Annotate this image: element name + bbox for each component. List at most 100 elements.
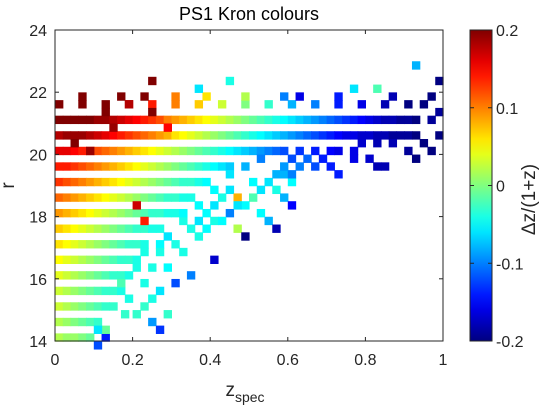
y-tick-label: 18: [29, 210, 47, 227]
heatmap-cell: [70, 240, 79, 249]
heatmap-cell: [78, 115, 87, 125]
heatmap-cell: [117, 208, 126, 218]
heatmap-cell: [148, 317, 157, 327]
heatmap-cell: [357, 139, 366, 148]
heatmap-cell: [326, 131, 335, 140]
heatmap-cell: [365, 115, 374, 125]
heatmap-cell: [132, 224, 141, 233]
heatmap-cell: [124, 115, 134, 125]
heatmap-cell: [101, 193, 110, 202]
heatmap-cell: [62, 146, 72, 156]
heatmap-cell: [101, 100, 110, 109]
heatmap-cell: [186, 115, 196, 125]
heatmap-cell: [404, 100, 413, 109]
heatmap-cell: [249, 131, 258, 140]
heatmap-cell: [171, 92, 180, 101]
heatmap-cell: [101, 177, 110, 187]
heatmap-cell: [225, 76, 235, 86]
heatmap-cell: [140, 216, 149, 226]
heatmap-cell: [163, 146, 172, 156]
heatmap-cell: [311, 146, 320, 156]
heatmap-cell: [264, 177, 273, 187]
heatmap-cell: [155, 224, 165, 233]
colorbar-label: Δz/(1+z): [519, 164, 540, 235]
heatmap-cell: [210, 201, 219, 210]
heatmap-cell: [256, 208, 266, 218]
heatmap-cell: [194, 201, 204, 210]
heatmap-cell: [70, 162, 79, 171]
heatmap-cell: [171, 146, 180, 156]
heatmap-cell: [140, 302, 149, 311]
heatmap-cell: [155, 325, 165, 334]
heatmap-cell: [217, 216, 227, 226]
heatmap-cell: [93, 286, 103, 296]
heatmap-cell: [202, 162, 211, 171]
heatmap-cell: [78, 177, 87, 187]
heatmap-cell: [179, 208, 188, 218]
heatmap-cell: [148, 76, 157, 86]
heatmap-cell: [117, 162, 126, 171]
heatmap-cell: [179, 115, 188, 125]
heatmap-cell: [349, 115, 359, 125]
heatmap-cell: [140, 146, 149, 156]
heatmap-cell: [124, 240, 134, 249]
heatmap-cell: [435, 76, 444, 86]
heatmap-cell: [140, 131, 149, 140]
heatmap-cell: [117, 286, 126, 296]
heatmap-cell: [140, 193, 149, 202]
heatmap-cell: [163, 123, 172, 132]
heatmap-cell: [101, 107, 110, 117]
heatmap-cells: [55, 61, 444, 350]
heatmap-cell: [388, 115, 398, 125]
heatmap-cell: [78, 92, 87, 101]
heatmap-cell: [295, 115, 304, 125]
heatmap-cell: [163, 115, 172, 125]
heatmap-cell: [86, 317, 95, 327]
heatmap-cell: [349, 146, 359, 156]
heatmap-cell: [163, 193, 172, 202]
heatmap-cell: [171, 278, 180, 288]
heatmap-cell: [70, 146, 79, 156]
heatmap-cell: [155, 286, 165, 296]
heatmap-cell: [140, 92, 149, 101]
heatmap-cell: [349, 131, 359, 140]
heatmap-cell: [148, 131, 157, 140]
heatmap-cell: [210, 185, 219, 195]
heatmap-cell: [62, 208, 72, 218]
heatmap-cell: [155, 131, 165, 140]
heatmap-cell: [70, 193, 79, 202]
heatmap-cell: [109, 255, 118, 264]
heatmap-cell: [171, 100, 180, 109]
heatmap-cell: [264, 216, 273, 226]
heatmap-cell: [380, 131, 390, 140]
heatmap-cell: [124, 100, 134, 109]
heatmap-cell: [186, 224, 196, 233]
heatmap-cell: [140, 247, 149, 257]
heatmap-cell: [171, 131, 180, 140]
heatmap-cell: [124, 208, 134, 218]
heatmap-cell: [241, 131, 250, 140]
heatmap-cell: [155, 162, 165, 171]
heatmap-cell: [78, 317, 87, 327]
heatmap-cell: [210, 115, 219, 125]
heatmap-cell: [357, 131, 366, 140]
heatmap-cell: [186, 271, 196, 280]
heatmap-cell: [109, 131, 118, 140]
heatmap-cell: [155, 247, 165, 257]
heatmap-cell: [334, 115, 343, 125]
heatmap-cell: [179, 162, 188, 171]
heatmap-cell: [101, 302, 110, 311]
heatmap-cell: [93, 271, 103, 280]
heatmap-cell: [225, 146, 235, 156]
heatmap-cell: [62, 302, 72, 311]
heatmap-cell: [132, 146, 141, 156]
heatmap-cell: [86, 224, 95, 233]
heatmap-cell: [117, 146, 126, 156]
heatmap-cell: [225, 170, 235, 179]
heatmap-cell: [256, 185, 266, 195]
heatmap-cell: [194, 216, 204, 226]
heatmap-cell: [303, 154, 312, 163]
heatmap-cell: [287, 154, 297, 163]
heatmap-cell: [186, 146, 196, 156]
